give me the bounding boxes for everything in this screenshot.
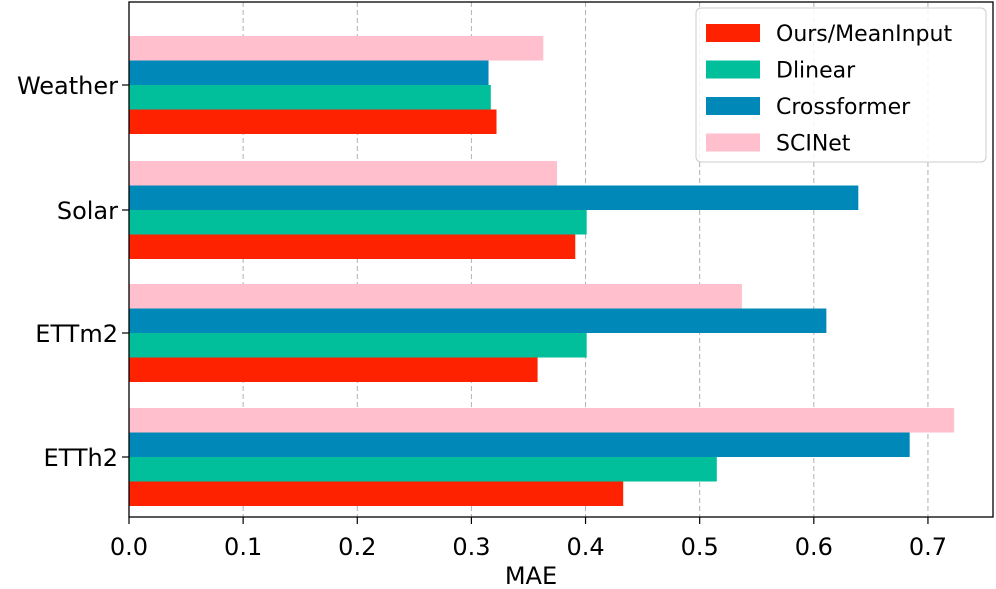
y-tick-label: ETTm2 [35,320,118,348]
x-tick-label: 0.1 [224,533,262,561]
y-axis-ticks: Weather Solar ETTm2 ETTh2 [17,72,129,472]
bar-scinet-ettm2 [129,284,742,309]
legend-swatch [706,97,760,115]
legend-swatch [706,24,760,42]
legend-label: Ours/MeanInput [776,22,952,47]
x-tick-label: 0.5 [681,533,719,561]
legend-swatch [706,133,760,152]
legend-label: SCINet [776,132,851,157]
y-tick-label: ETTh2 [43,444,118,472]
bar-crossformer-etth2 [129,432,910,457]
bar-ours-meaninput-ettm2 [129,357,538,382]
legend-frame [695,7,987,163]
bar-scinet-weather [129,36,544,61]
bar-scinet-etth2 [129,408,955,433]
bar-dlinear-solar [129,210,587,235]
bar-dlinear-etth2 [129,457,717,482]
x-tick-label: 0.4 [566,533,604,561]
bar-ours-meaninput-weather [129,109,497,134]
bar-scinet-solar [129,161,558,186]
bar-crossformer-ettm2 [129,308,827,333]
y-tick-label: Solar [57,197,118,225]
y-tick-label: Weather [17,72,118,100]
bar-ours-meaninput-solar [129,234,576,259]
bar-ours-meaninput-etth2 [129,481,624,506]
x-tick-label: 0.3 [452,533,490,561]
bar-dlinear-weather [129,85,491,110]
bar-dlinear-ettm2 [129,333,587,358]
x-axis-title: MAE [505,562,557,589]
x-tick-label: 0.6 [795,533,833,561]
x-axis-ticks: 0.0 0.1 0.2 0.3 0.4 0.5 0.6 0.7 [110,517,947,561]
legend-swatch [706,60,760,79]
bar-crossformer-weather [129,60,489,85]
x-tick-label: 0.2 [338,533,376,561]
bar-crossformer-solar [129,185,859,210]
bars [129,36,955,506]
x-tick-label: 0.7 [909,533,947,561]
x-tick-label: 0.0 [110,533,148,561]
legend: Ours/MeanInput Dlinear Crossformer SCINet [695,7,987,163]
legend-label: Crossformer [776,95,911,120]
plot-frame [128,1,994,518]
legend-label: Dlinear [776,59,856,84]
grid-lines [242,2,929,517]
